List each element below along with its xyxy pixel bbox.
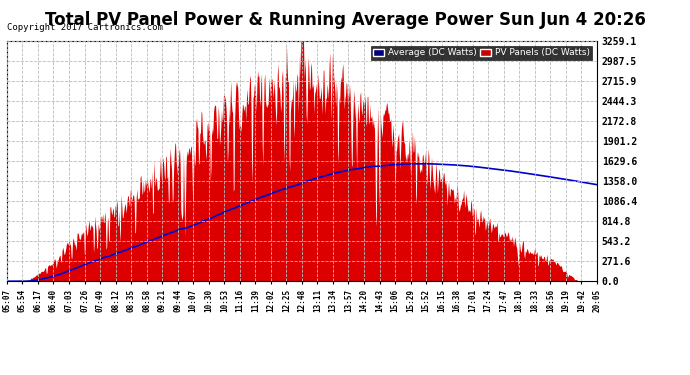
Text: Total PV Panel Power & Running Average Power Sun Jun 4 20:26: Total PV Panel Power & Running Average P…: [45, 11, 645, 29]
Legend: Average (DC Watts), PV Panels (DC Watts): Average (DC Watts), PV Panels (DC Watts): [371, 46, 592, 60]
Text: Copyright 2017 Cartronics.com: Copyright 2017 Cartronics.com: [7, 22, 163, 32]
